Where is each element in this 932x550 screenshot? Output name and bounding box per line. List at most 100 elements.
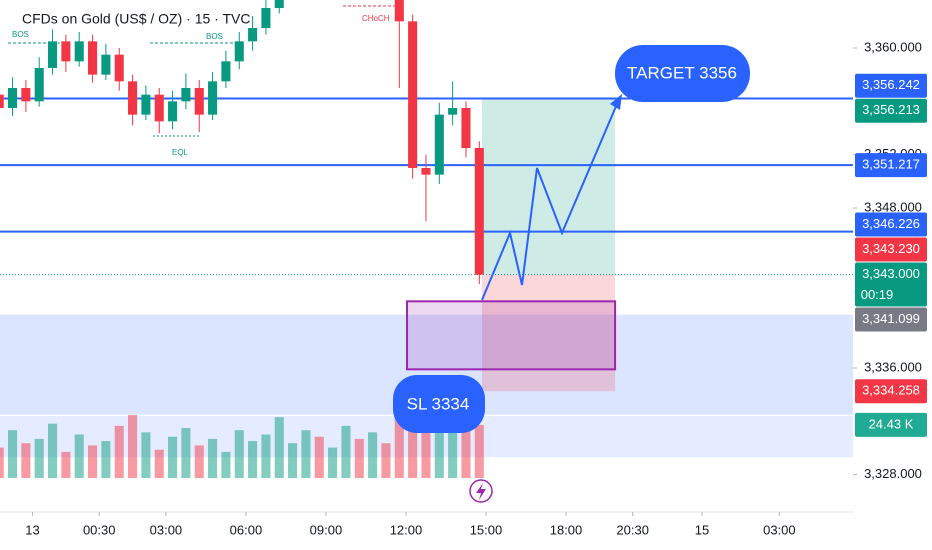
volume-bar xyxy=(341,425,351,478)
volume-bar xyxy=(314,436,324,478)
volume-bar xyxy=(381,443,391,478)
y-tick-label: 3,336.000 xyxy=(864,359,922,374)
candle-body xyxy=(128,81,138,115)
x-tick-label: 15 xyxy=(695,522,709,537)
volume-bar xyxy=(448,430,458,478)
y-tick-label: 3,328.000 xyxy=(864,466,922,481)
candle-body xyxy=(141,94,151,115)
candle-body xyxy=(394,0,404,22)
volume-bar xyxy=(21,443,31,478)
price-label-box xyxy=(855,153,927,178)
x-tick-label: 15:00 xyxy=(470,522,503,537)
volume-bar xyxy=(354,438,364,478)
volume-bar xyxy=(48,423,58,478)
price-label: 3,343.230 xyxy=(862,241,920,256)
volume-bar xyxy=(421,419,431,478)
choch-label: CHoCH xyxy=(362,14,390,23)
x-tick-label: 03:00 xyxy=(150,522,183,537)
volume-bar xyxy=(461,406,471,478)
volume-bar xyxy=(128,414,138,478)
volume-bar xyxy=(221,451,231,478)
candle-body xyxy=(421,168,431,175)
candle-body xyxy=(101,54,111,75)
price-label: 3,343.000 xyxy=(862,266,920,281)
price-label-box xyxy=(855,307,927,332)
candle-body xyxy=(21,88,31,102)
volume-bar xyxy=(114,425,124,478)
volume-bar xyxy=(274,417,284,478)
candle-body xyxy=(234,41,244,62)
zone xyxy=(481,98,616,275)
volume-bar xyxy=(288,443,298,478)
price-label: 3,334.258 xyxy=(862,383,920,398)
volume xyxy=(0,404,484,478)
bos-label: BOS xyxy=(206,32,223,41)
candle-body xyxy=(8,88,18,108)
x-tick-label: 00:30 xyxy=(83,522,116,537)
price-label-box xyxy=(855,98,927,123)
volume-bar xyxy=(328,447,338,478)
x-tick-label: 09:00 xyxy=(310,522,343,537)
candle-body xyxy=(168,101,178,122)
price-label: 3,346.226 xyxy=(862,216,920,231)
volume-bar xyxy=(261,434,271,478)
x-tick-label: 20:30 xyxy=(616,522,649,537)
price-label-box xyxy=(855,212,927,237)
price-label: 3,356.242 xyxy=(862,77,920,92)
volume-bar xyxy=(101,441,111,478)
volume-bar xyxy=(194,445,204,478)
price-label-box xyxy=(855,73,927,98)
candles xyxy=(0,0,484,284)
volume-bar xyxy=(34,438,44,478)
volume-bar xyxy=(8,430,18,478)
structure-marks: BOS BOS EQL CHoCH xyxy=(8,5,403,157)
x-tick-label: 12:00 xyxy=(390,522,423,537)
candle-body xyxy=(194,88,204,115)
target-label: TARGET 3356 xyxy=(627,63,737,82)
candle-body xyxy=(208,81,218,115)
zone xyxy=(481,274,616,392)
candle-body xyxy=(74,41,84,62)
y-tick-label: 3,348.000 xyxy=(864,199,922,214)
volume-bar xyxy=(394,410,404,478)
candle-body xyxy=(408,21,418,169)
candle-body xyxy=(34,68,44,102)
price-label: 3,356.213 xyxy=(862,102,920,117)
volume-bar xyxy=(368,432,378,478)
stop-label: SL 3334 xyxy=(407,394,470,413)
bolt xyxy=(476,483,486,500)
price-label-box xyxy=(855,262,927,307)
volume-bar xyxy=(74,434,84,478)
x-tick-label: 06:00 xyxy=(230,522,263,537)
price-label: 24.43 K xyxy=(869,416,914,431)
volume-bar xyxy=(141,432,151,478)
volume-bar xyxy=(88,445,98,478)
chart-title: CFDs on Gold (US$ / OZ) · 15 · TVC xyxy=(22,11,250,27)
x-axis-bg xyxy=(0,512,853,550)
x-tick-label: 13 xyxy=(25,522,39,537)
candle-body xyxy=(274,0,284,8)
volume-bar xyxy=(208,438,218,478)
candle-body xyxy=(114,54,124,82)
candle-body xyxy=(48,41,58,68)
volume-bar xyxy=(248,441,258,478)
candle-body xyxy=(474,148,484,275)
bos-label: BOS xyxy=(12,30,29,39)
volume-bar xyxy=(474,424,484,478)
stop-pill xyxy=(393,375,485,433)
candle-body xyxy=(88,41,98,75)
price-label: 3,341.099 xyxy=(862,311,920,326)
countdown-label: 00:19 xyxy=(861,287,894,302)
candle-body xyxy=(61,41,71,62)
volume-bar xyxy=(234,430,244,478)
volume-bar xyxy=(408,404,418,478)
volume-bar xyxy=(181,428,191,478)
candle-body xyxy=(181,88,191,102)
candle-body xyxy=(0,94,4,108)
candle-body xyxy=(221,61,231,82)
arrow-head xyxy=(610,94,622,110)
volume-bar xyxy=(61,451,71,478)
volume-bar xyxy=(434,414,444,478)
